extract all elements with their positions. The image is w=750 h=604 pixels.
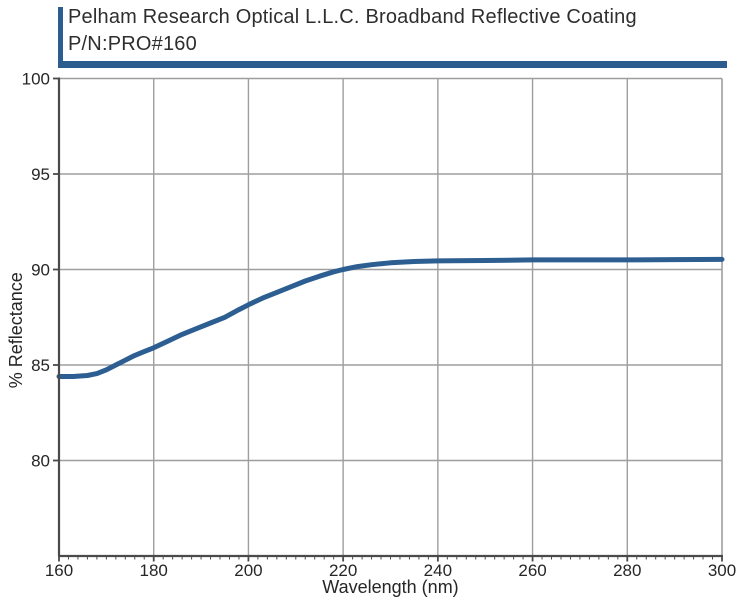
x-tick-label: 280 <box>613 561 641 580</box>
x-axis-title: Wavelength (nm) <box>322 577 458 597</box>
y-tick-label: 80 <box>31 452 50 471</box>
x-tick-label: 200 <box>234 561 262 580</box>
chart-title-line2: P/N:PRO#160 <box>68 33 197 55</box>
chart-title: Pelham Research Optical L.L.C. Broadband… <box>68 4 637 58</box>
y-axis-title: % Reflectance <box>6 272 26 388</box>
chart-header: Pelham Research Optical L.L.C. Broadband… <box>0 0 750 70</box>
x-tick-label: 240 <box>424 561 452 580</box>
x-tick-label: 220 <box>329 561 357 580</box>
y-tick-label: 100 <box>22 70 50 89</box>
y-tick-label: 95 <box>31 165 50 184</box>
title-accent-vertical-bar <box>58 7 63 67</box>
reflectance-curve <box>56 256 725 379</box>
x-tick-label: 260 <box>518 561 546 580</box>
x-tick-label: 180 <box>140 561 168 580</box>
title-accent-underline-bar <box>58 61 727 68</box>
x-tick-label: 300 <box>708 561 736 580</box>
chart-title-line1: Pelham Research Optical L.L.C. Broadband… <box>68 6 637 28</box>
y-tick-label: 90 <box>31 261 50 280</box>
y-tick-label: 85 <box>31 356 50 375</box>
x-tick-label: 160 <box>45 561 73 580</box>
